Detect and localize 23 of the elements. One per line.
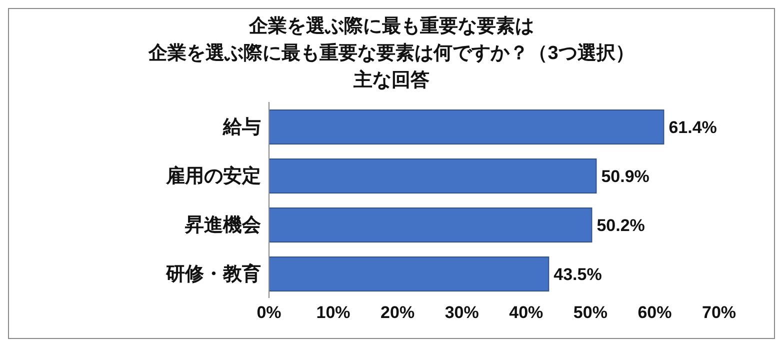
x-tick-label: 40%: [509, 303, 544, 322]
bar: [269, 158, 597, 194]
data-label: 50.2%: [596, 216, 645, 236]
y-tick-label: 研修・教育: [165, 263, 261, 286]
x-tick-label: 60%: [638, 303, 672, 322]
chart-title: 企業を選ぶ際に最も重要な要素は: [248, 14, 535, 39]
data-label: 50.9%: [601, 167, 650, 186]
chart-subtitle: 企業を選ぶ際に最も重要な要素は何ですか？（3つ選択）: [147, 42, 636, 66]
x-tick-label: 50%: [573, 303, 608, 322]
bar: [269, 110, 664, 144]
y-tick-label: 雇用の安定: [165, 165, 261, 188]
bar: [269, 256, 550, 292]
data-label: 61.4%: [668, 118, 717, 138]
bar: [269, 208, 592, 242]
x-tick-label: 20%: [380, 303, 415, 322]
x-tick-label: 70%: [702, 303, 736, 322]
x-tick-label: 0%: [256, 303, 282, 322]
x-tick-label: 10%: [316, 303, 350, 322]
x-tick-label: 30%: [444, 303, 479, 322]
text: 主な回答: [352, 68, 430, 93]
y-tick-label: 給与: [222, 116, 261, 138]
y-tick-label: 昇進機会: [184, 215, 262, 236]
data-label: 43.5%: [554, 265, 602, 284]
